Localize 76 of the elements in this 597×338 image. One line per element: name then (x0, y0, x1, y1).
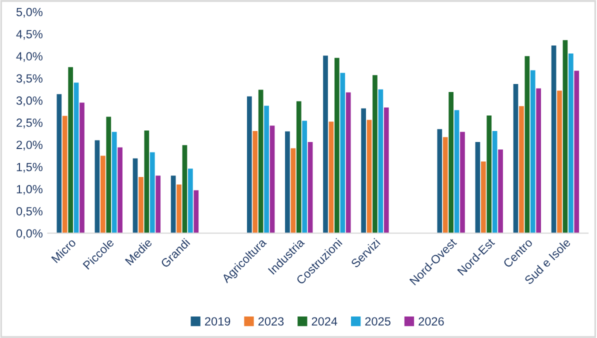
bar (62, 116, 68, 234)
bar (194, 190, 199, 234)
bar (530, 70, 536, 234)
bar (475, 142, 480, 234)
bar (334, 58, 340, 234)
bar (150, 152, 155, 234)
bar (264, 106, 269, 234)
bar (574, 70, 580, 234)
y-tick-label: 5,0% (16, 8, 42, 18)
bar (144, 130, 150, 234)
bar (323, 56, 328, 234)
bar (513, 84, 518, 234)
bar (524, 56, 530, 234)
bar (486, 115, 492, 234)
bar (448, 92, 454, 234)
y-tick-label: 2,0% (16, 140, 42, 150)
bar (492, 130, 498, 234)
bar (106, 116, 112, 234)
bar (568, 53, 574, 234)
y-tick-label: 2,5% (16, 118, 42, 128)
legend-label: 2025 (365, 317, 390, 326)
legend-label: 2019 (205, 317, 230, 326)
bar (557, 90, 562, 234)
bar (454, 110, 460, 234)
bar (562, 40, 568, 234)
bar (372, 75, 378, 234)
y-tick-label: 4,5% (16, 30, 42, 40)
bar (536, 88, 542, 234)
bar (361, 108, 366, 234)
y-tick-label: 3,5% (16, 74, 42, 84)
bar (551, 45, 556, 234)
bar (138, 176, 144, 234)
bar (176, 184, 182, 234)
bar (132, 158, 138, 234)
bar (188, 168, 193, 234)
bar (56, 94, 62, 234)
bar (94, 140, 100, 234)
bar (68, 67, 74, 234)
bar (308, 142, 313, 234)
legend-label: 2023 (258, 317, 284, 326)
bar (437, 129, 442, 234)
y-tick-label: 3,0% (16, 96, 42, 106)
bar (118, 147, 122, 234)
y-tick-label: 1,5% (16, 162, 42, 173)
bar (384, 107, 389, 234)
bar (258, 90, 264, 234)
legend-label: 2024 (312, 317, 338, 326)
bar (366, 120, 372, 234)
bar (112, 132, 117, 234)
y-tick-label: 4,0% (16, 52, 42, 62)
bar (156, 176, 161, 234)
bar (285, 131, 290, 234)
bar (252, 130, 258, 234)
bar (100, 156, 106, 234)
bar (519, 106, 524, 234)
y-tick-label: 1,0% (16, 184, 42, 195)
bar (378, 89, 384, 234)
y-tick-label: 0,0% (16, 229, 42, 240)
y-tick-label: 0,5% (16, 207, 42, 217)
bar (340, 72, 346, 234)
bar (328, 122, 334, 234)
bar (170, 176, 176, 234)
bar (480, 161, 486, 234)
bar (290, 148, 296, 234)
bar (74, 82, 79, 234)
bar (270, 126, 275, 234)
bar (182, 145, 188, 234)
bar (442, 137, 448, 234)
bar (498, 150, 503, 234)
bar (302, 120, 308, 234)
legend-label: 2026 (418, 317, 444, 326)
bar (246, 96, 252, 234)
bar (346, 92, 351, 234)
bar (80, 102, 84, 234)
bar (460, 132, 465, 234)
bar (296, 101, 302, 234)
